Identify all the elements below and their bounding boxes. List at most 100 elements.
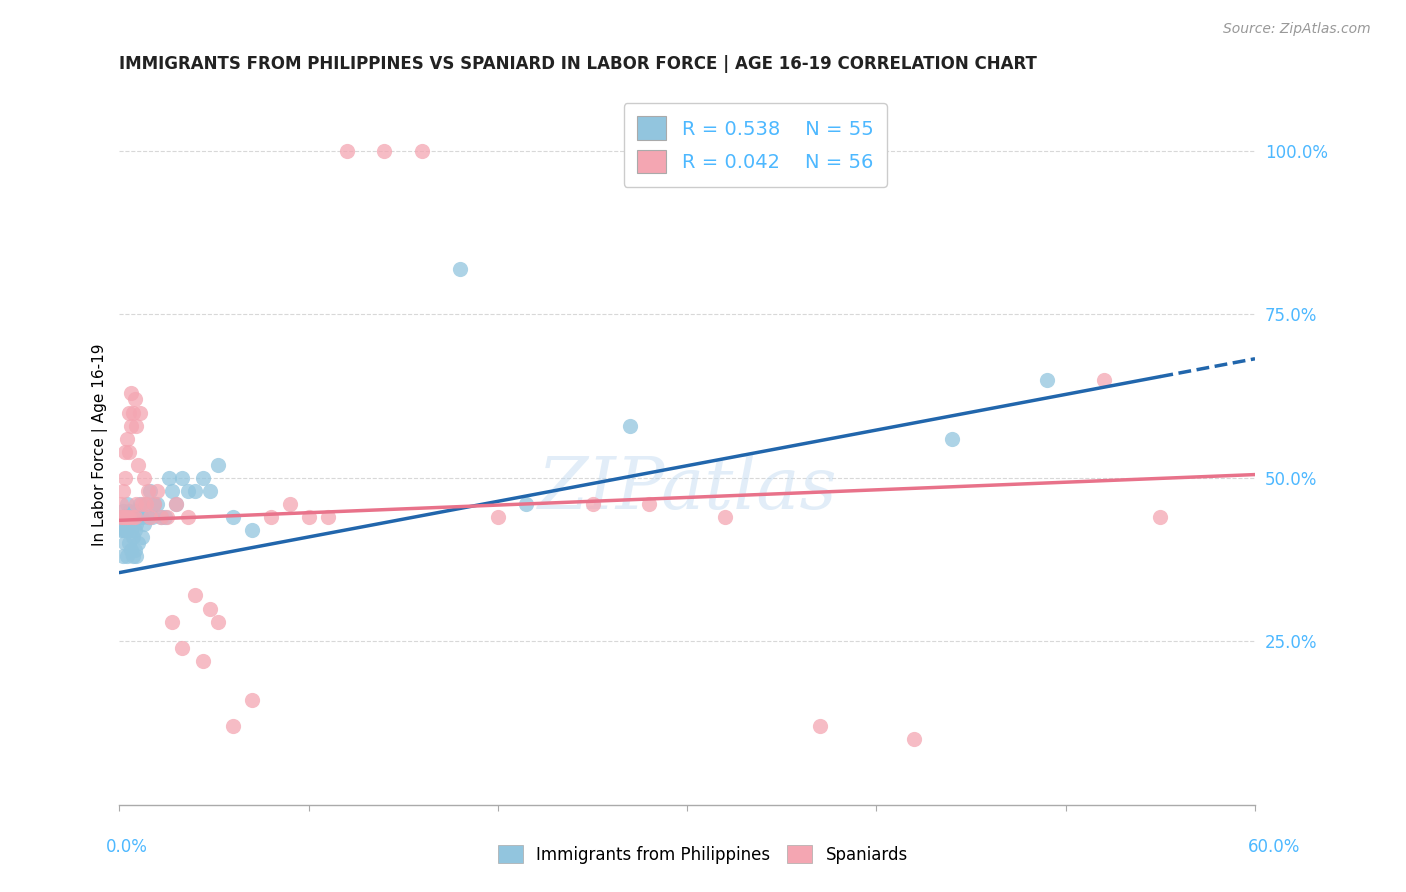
- Point: [449, 261, 471, 276]
- Point: [136, 510, 159, 524]
- Legend: R = 0.538    N = 55, R = 0.042    N = 56: R = 0.538 N = 55, R = 0.042 N = 56: [623, 103, 887, 187]
- Point: [125, 418, 148, 433]
- Point: [114, 471, 136, 485]
- Point: [1036, 373, 1059, 387]
- Point: [110, 497, 132, 511]
- Point: [136, 483, 159, 498]
- Point: [162, 615, 184, 629]
- Point: [110, 510, 132, 524]
- Point: [121, 549, 143, 564]
- Point: [165, 497, 187, 511]
- Point: [114, 536, 136, 550]
- Point: [176, 510, 198, 524]
- Point: [115, 510, 138, 524]
- Point: [132, 471, 155, 485]
- Point: [146, 497, 169, 511]
- Text: IMMIGRANTS FROM PHILIPPINES VS SPANIARD IN LABOR FORCE | AGE 16-19 CORRELATION C: IMMIGRANTS FROM PHILIPPINES VS SPANIARD …: [120, 55, 1038, 73]
- Point: [150, 510, 173, 524]
- Point: [373, 144, 395, 158]
- Point: [1092, 373, 1115, 387]
- Point: [619, 418, 641, 433]
- Point: [120, 510, 142, 524]
- Point: [118, 444, 141, 458]
- Point: [170, 471, 193, 485]
- Point: [335, 144, 357, 158]
- Point: [150, 510, 173, 524]
- Point: [170, 640, 193, 655]
- Point: [146, 483, 169, 498]
- Point: [176, 483, 198, 498]
- Point: [118, 510, 141, 524]
- Point: [298, 510, 321, 524]
- Point: [581, 497, 603, 511]
- Text: 0.0%: 0.0%: [105, 838, 148, 855]
- Point: [121, 510, 143, 524]
- Point: [184, 483, 207, 498]
- Point: [124, 510, 146, 524]
- Point: [191, 654, 214, 668]
- Point: [808, 719, 831, 733]
- Point: [121, 405, 143, 419]
- Point: [1149, 510, 1171, 524]
- Point: [125, 516, 148, 531]
- Point: [222, 510, 245, 524]
- Point: [125, 497, 148, 511]
- Point: [260, 510, 283, 524]
- Point: [157, 471, 180, 485]
- Point: [515, 497, 537, 511]
- Point: [162, 483, 184, 498]
- Point: [131, 510, 153, 524]
- Point: [142, 497, 165, 511]
- Point: [115, 497, 138, 511]
- Point: [118, 405, 141, 419]
- Point: [120, 385, 142, 400]
- Point: [114, 444, 136, 458]
- Point: [124, 542, 146, 557]
- Point: [184, 589, 207, 603]
- Point: [121, 530, 143, 544]
- Text: 60.0%: 60.0%: [1249, 838, 1301, 855]
- Point: [114, 510, 136, 524]
- Point: [316, 510, 339, 524]
- Point: [714, 510, 737, 524]
- Point: [120, 542, 142, 557]
- Point: [121, 510, 143, 524]
- Point: [156, 510, 179, 524]
- Point: [200, 483, 222, 498]
- Point: [112, 510, 135, 524]
- Point: [124, 392, 146, 407]
- Point: [411, 144, 433, 158]
- Text: ZIPatlas: ZIPatlas: [537, 453, 837, 524]
- Point: [120, 418, 142, 433]
- Point: [486, 510, 509, 524]
- Point: [114, 510, 136, 524]
- Point: [131, 497, 153, 511]
- Point: [135, 497, 157, 511]
- Point: [222, 719, 245, 733]
- Point: [165, 497, 187, 511]
- Point: [125, 549, 148, 564]
- Point: [131, 530, 153, 544]
- Legend: Immigrants from Philippines, Spaniards: Immigrants from Philippines, Spaniards: [492, 838, 914, 871]
- Point: [941, 432, 963, 446]
- Point: [112, 549, 135, 564]
- Point: [112, 483, 135, 498]
- Point: [127, 536, 149, 550]
- Point: [129, 405, 152, 419]
- Text: Source: ZipAtlas.com: Source: ZipAtlas.com: [1223, 22, 1371, 37]
- Point: [240, 523, 263, 537]
- Point: [120, 523, 142, 537]
- Point: [903, 732, 925, 747]
- Point: [114, 523, 136, 537]
- Point: [112, 503, 135, 517]
- Point: [115, 432, 138, 446]
- Point: [110, 523, 132, 537]
- Point: [638, 497, 661, 511]
- Point: [112, 523, 135, 537]
- Point: [135, 497, 157, 511]
- Point: [132, 516, 155, 531]
- Point: [240, 693, 263, 707]
- Point: [153, 510, 176, 524]
- Point: [200, 601, 222, 615]
- Point: [141, 510, 163, 524]
